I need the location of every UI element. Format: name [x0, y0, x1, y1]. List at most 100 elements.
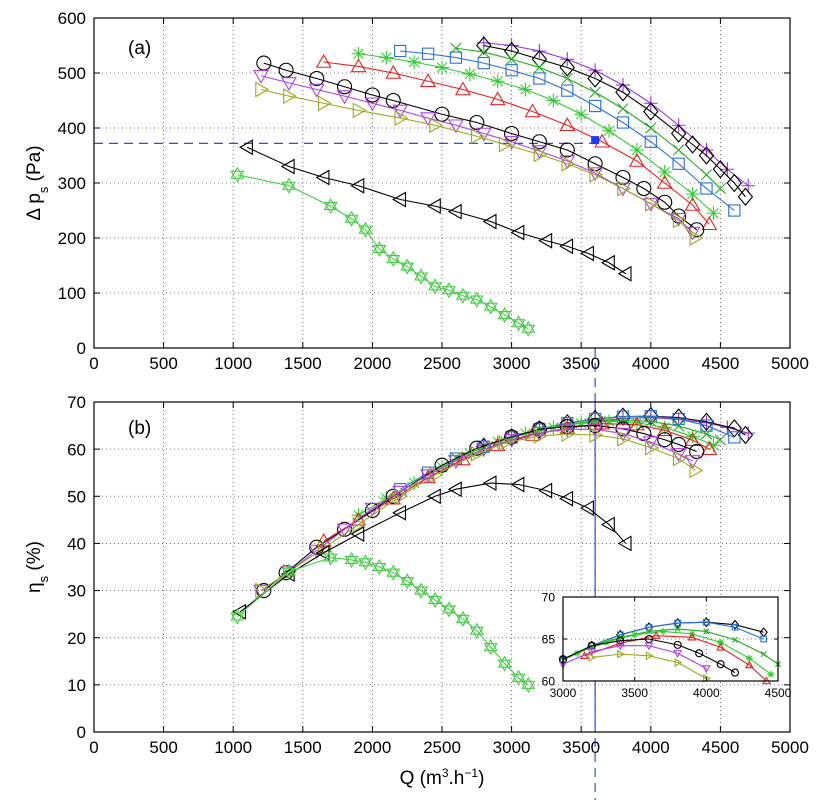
series-asterisk [351, 46, 721, 221]
y-tick-label: 400 [58, 119, 86, 138]
y-tick-label: 500 [58, 64, 86, 83]
marker-asterisk [745, 654, 753, 662]
marker-circle [671, 436, 687, 452]
marker-triangle-down [392, 485, 409, 500]
marker-hexagram [344, 210, 359, 227]
marker-hexagram [469, 622, 484, 639]
marker-triangle-down [392, 104, 409, 119]
y-tick-label: 300 [58, 174, 86, 193]
marker-triangle-down [642, 198, 659, 213]
marker-triangle-right [470, 128, 485, 145]
y-tick-label: 30 [67, 582, 86, 601]
marker-triangle-down [336, 523, 353, 538]
marker-triangle-right [561, 426, 576, 443]
x-axis-label-sup2: −1 [464, 766, 478, 780]
marker-hexagram [521, 320, 536, 337]
marker-triangle-down [559, 423, 576, 438]
marker-triangle-right [317, 95, 332, 112]
x-tick-label: 3500 [562, 354, 600, 373]
marker-triangle-up [594, 415, 611, 430]
series-group-b [230, 406, 756, 693]
marker-triangle-right [674, 658, 683, 667]
marker-triangle-up [454, 81, 471, 96]
marker-triangle-right [317, 540, 332, 557]
marker-plus [504, 38, 519, 53]
x-tick-label: 4000 [693, 686, 720, 700]
marker-square [421, 47, 435, 60]
marker-square [644, 135, 657, 148]
series-line-triangle-down [260, 428, 693, 592]
marker-square [505, 64, 518, 77]
marker-plus [615, 78, 630, 93]
marker-triangle-left [447, 481, 462, 498]
marker-asterisk [407, 55, 422, 69]
marker-square [700, 419, 713, 432]
marker-triangle-right [533, 427, 548, 444]
marker-triangle-down [253, 69, 269, 84]
marker-triangle-right [255, 582, 270, 599]
series-triangle-down [253, 69, 701, 241]
marker-hexagram [428, 591, 443, 609]
y-axis-label-b-sub: s [36, 575, 51, 582]
marker-plus [741, 426, 756, 441]
inset-background [563, 597, 778, 681]
marker-square [672, 157, 685, 170]
marker-hexagram [483, 639, 498, 656]
marker-triangle-left [617, 535, 632, 552]
x-tick-label: 5000 [771, 354, 809, 373]
marker-diamond [643, 102, 659, 121]
y-axis-label-a-unit: (Pa) [24, 145, 45, 186]
series-cross [450, 42, 727, 195]
marker-square [760, 635, 768, 643]
series-triangle-right [255, 81, 704, 246]
y-axis-label-b-unit: (%) [24, 541, 45, 576]
x-tick-label: 4500 [701, 738, 739, 757]
marker-square [728, 204, 741, 217]
series-line-triangle-right [260, 88, 696, 239]
marker-circle [657, 194, 673, 210]
marker-asterisk [685, 187, 700, 201]
marker-hexagram [344, 551, 359, 569]
marker-square [616, 116, 630, 129]
marker-asterisk [462, 445, 477, 460]
series-line-triangle-down [562, 645, 707, 669]
y-tick-label: 40 [67, 535, 86, 554]
marker-triangle-up [701, 216, 718, 231]
marker-cross [714, 434, 727, 446]
marker-triangle-right [429, 117, 444, 134]
marker-cross [703, 628, 710, 635]
x-tick-label: 3000 [493, 354, 531, 373]
y-axis-label-a-main: Δ p [24, 193, 45, 221]
x-tick-label: 500 [149, 738, 177, 757]
marker-triangle-down [615, 182, 631, 197]
marker-triangle-right [533, 146, 548, 163]
marker-cross [533, 61, 546, 74]
marker-hexagram [441, 282, 456, 299]
marker-triangle-left [510, 224, 525, 241]
marker-asterisk [435, 60, 449, 75]
y-tick-label: 10 [67, 676, 86, 695]
marker-triangle-up [716, 642, 726, 651]
marker-hexagram [358, 221, 373, 238]
x-tick-label: 0 [89, 738, 98, 757]
marker-circle [364, 87, 380, 103]
marker-triangle-left [559, 238, 574, 255]
marker-diamond [698, 146, 715, 165]
series-group-a [230, 35, 756, 337]
y-axis-label-a-sub: s [36, 186, 51, 193]
marker-triangle-up [489, 91, 506, 106]
series-triangle-right [255, 426, 704, 599]
marker-hexagram [521, 676, 536, 693]
marker-triangle-left [280, 158, 295, 175]
marker-asterisk [351, 46, 366, 61]
grid-b [94, 402, 790, 732]
marker-triangle-right [672, 450, 687, 467]
marker-triangle-up [628, 152, 645, 167]
marker-triangle-down [308, 83, 325, 98]
x-tick-label: 1000 [214, 354, 252, 373]
marker-triangle-left [350, 526, 365, 542]
x-tick-label: 5000 [771, 738, 809, 757]
series-circle [256, 418, 705, 599]
y-axis-label-a: Δ ps (Pa) [24, 145, 51, 220]
marker-triangle-up [524, 103, 541, 118]
